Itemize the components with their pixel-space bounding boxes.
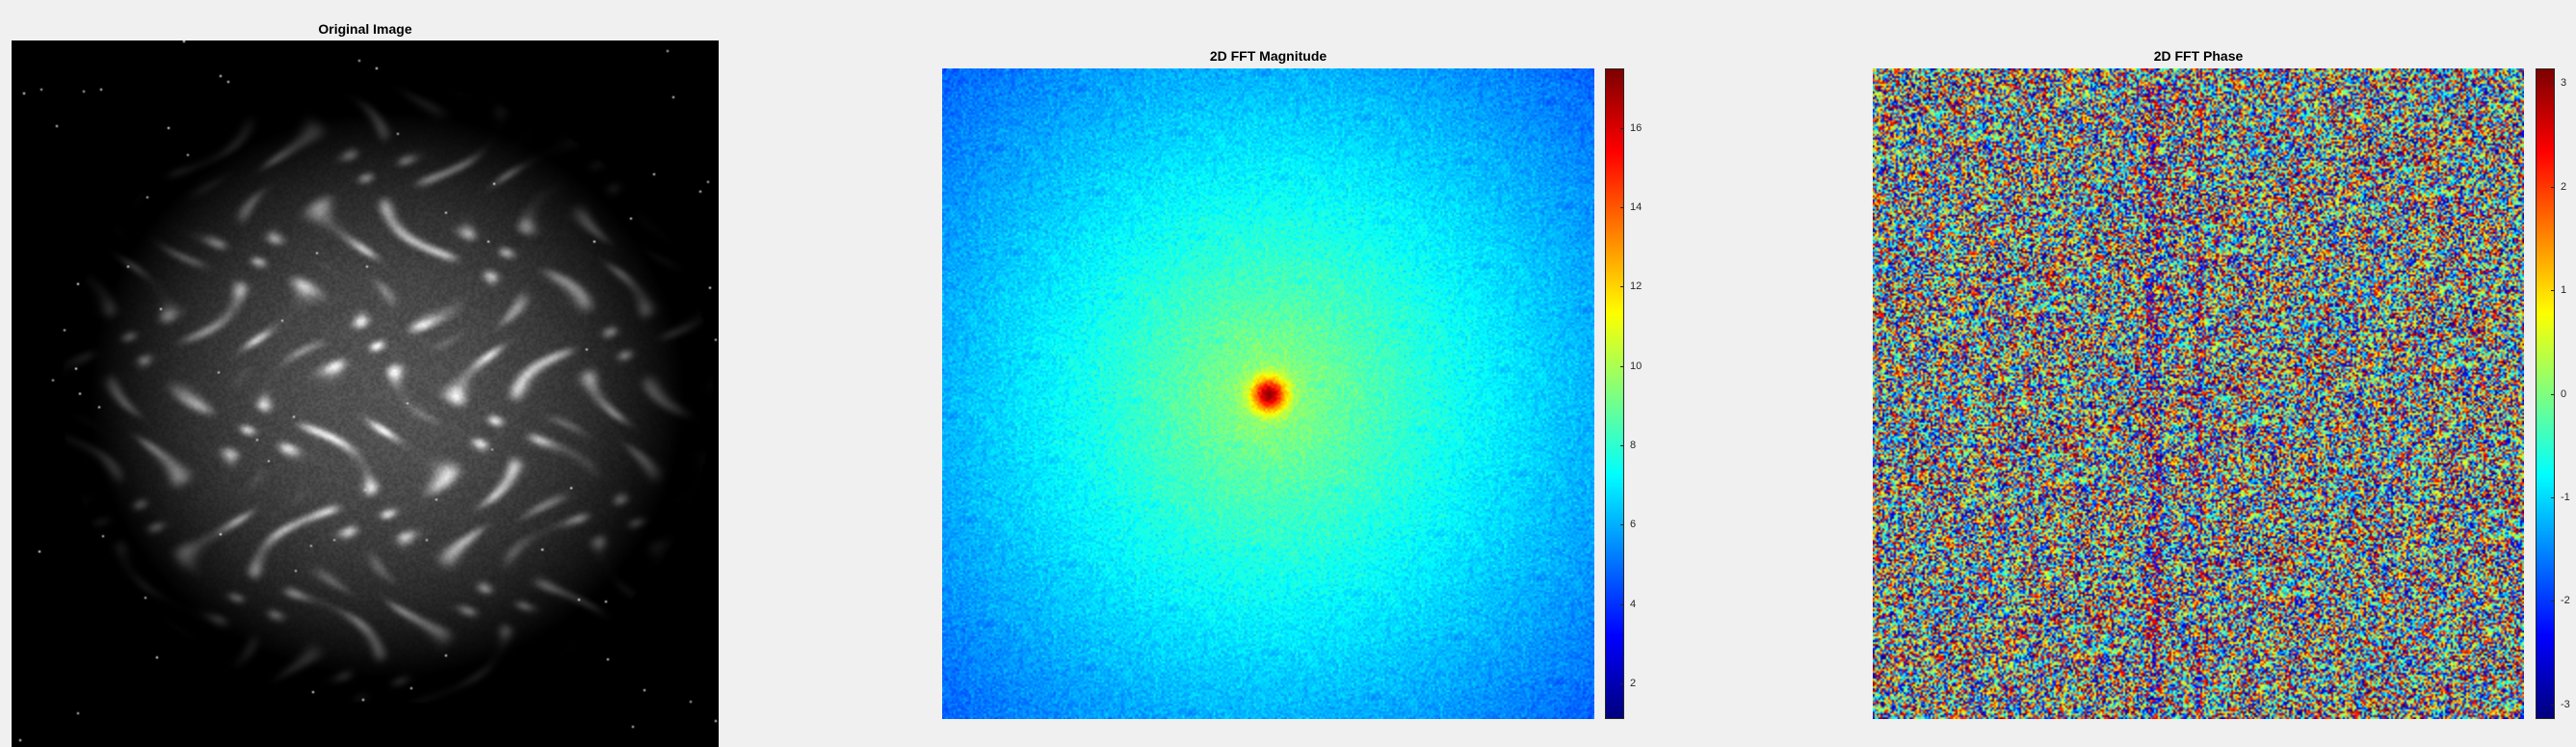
fft-phase-colorbar-tick [2551,83,2555,84]
fft-magnitude-colorbar-tick-label: 8 [1630,440,1637,451]
fft-phase-colorbar-tick-label: 0 [2561,388,2567,400]
original-image-title: Original Image [318,21,412,37]
fft-phase-colorbar-tick-label: -2 [2561,595,2570,606]
original-image-axes[interactable] [12,40,719,747]
fft-phase-colorbar-tick [2551,290,2555,291]
fft-magnitude-colorbar-tick-label: 6 [1630,519,1637,530]
fft-magnitude-colorbar-tick-label: 2 [1630,678,1637,689]
fft-magnitude-colorbar-tick [1620,128,1624,129]
fft-phase-colorbar[interactable] [2536,68,2555,719]
fft-phase-colorbar-tick [2551,705,2555,706]
fft-phase-colorbar-tick-label: -1 [2561,492,2570,503]
fft-phase-title: 2D FFT Phase [2153,48,2244,64]
fft-magnitude-colorbar-tick [1620,524,1624,525]
fft-phase-colorbar-tick [2551,394,2555,395]
fft-magnitude-colorbar-tick [1620,604,1624,605]
fft-magnitude-colorbar-tick-label: 12 [1630,280,1643,292]
fft-magnitude-colorbar-tick-label: 10 [1630,360,1643,372]
fft-magnitude-colorbar-tick [1620,286,1624,287]
fft-phase-colorbar-tick [2551,600,2555,601]
fft-magnitude-axes[interactable] [942,68,1594,719]
fft-magnitude-title: 2D FFT Magnitude [1209,48,1327,64]
fft-magnitude-colorbar-tick [1620,366,1624,367]
fft-magnitude-colorbar-tick [1620,207,1624,208]
fft-phase-colorbar-tick [2551,187,2555,188]
fft-magnitude-colorbar-tick [1620,445,1624,446]
fft-phase-colorbar-tick-label: 2 [2561,181,2567,193]
fft-phase-colorbar-tick-label: 3 [2561,77,2567,89]
fft-phase-colorbar-tick-label: -3 [2561,699,2570,710]
fft-magnitude-colorbar[interactable] [1605,68,1624,719]
fft-phase-colorbar-tick [2551,497,2555,498]
fft-magnitude-colorbar-tick-label: 14 [1630,201,1643,213]
fft-phase-axes[interactable] [1873,68,2524,719]
fft-magnitude-colorbar-tick-label: 16 [1630,122,1643,134]
fft-magnitude-colorbar-tick [1620,683,1624,684]
fft-magnitude-colorbar-tick-label: 4 [1630,599,1637,610]
fft-phase-colorbar-tick-label: 1 [2561,284,2567,296]
